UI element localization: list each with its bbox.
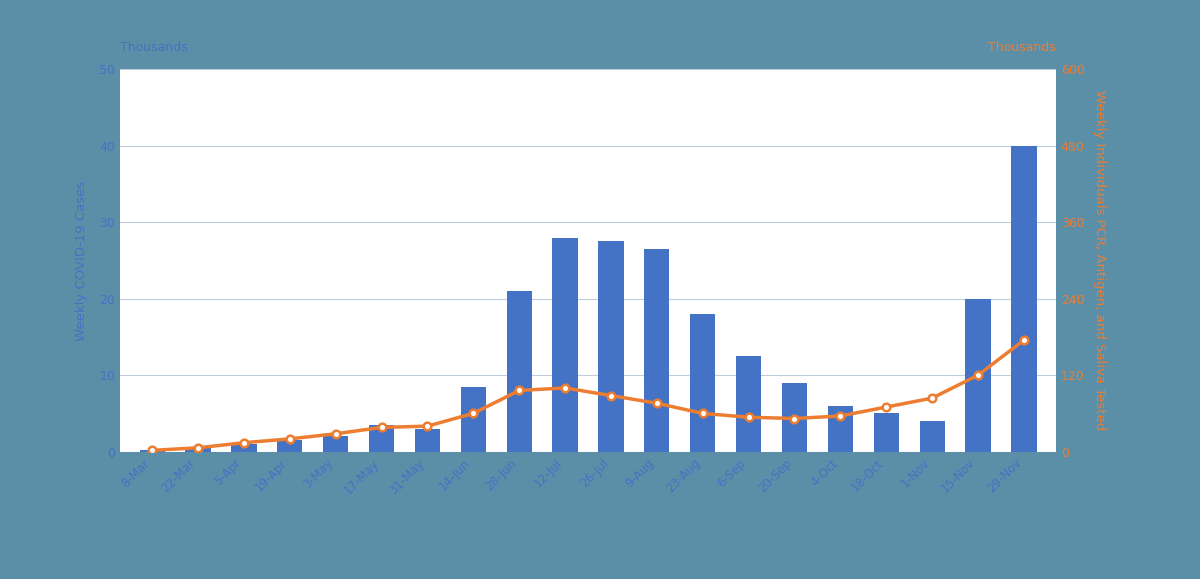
Y-axis label: Weekly Individuals PCR, Antigen, and Saliva Tested: Weekly Individuals PCR, Antigen, and Sal… xyxy=(1092,90,1105,431)
Bar xyxy=(323,437,348,452)
Bar xyxy=(874,413,899,452)
Bar xyxy=(139,450,164,452)
Bar xyxy=(185,448,211,452)
Bar xyxy=(644,249,670,452)
Bar xyxy=(828,406,853,452)
Bar xyxy=(919,421,944,452)
Bar xyxy=(461,387,486,452)
Bar xyxy=(415,428,440,452)
Text: Thousands: Thousands xyxy=(120,41,187,54)
Bar xyxy=(599,241,624,452)
Text: Thousands: Thousands xyxy=(989,41,1056,54)
Y-axis label: Weekly COVID-19 Cases: Weekly COVID-19 Cases xyxy=(76,181,88,340)
Bar xyxy=(690,314,715,452)
Bar xyxy=(368,425,394,452)
Bar xyxy=(782,383,808,452)
Bar xyxy=(506,291,532,452)
Bar xyxy=(736,356,761,452)
Bar xyxy=(277,440,302,452)
Bar xyxy=(1012,146,1037,452)
Bar xyxy=(552,237,577,452)
Bar xyxy=(965,299,991,452)
Bar xyxy=(232,444,257,452)
